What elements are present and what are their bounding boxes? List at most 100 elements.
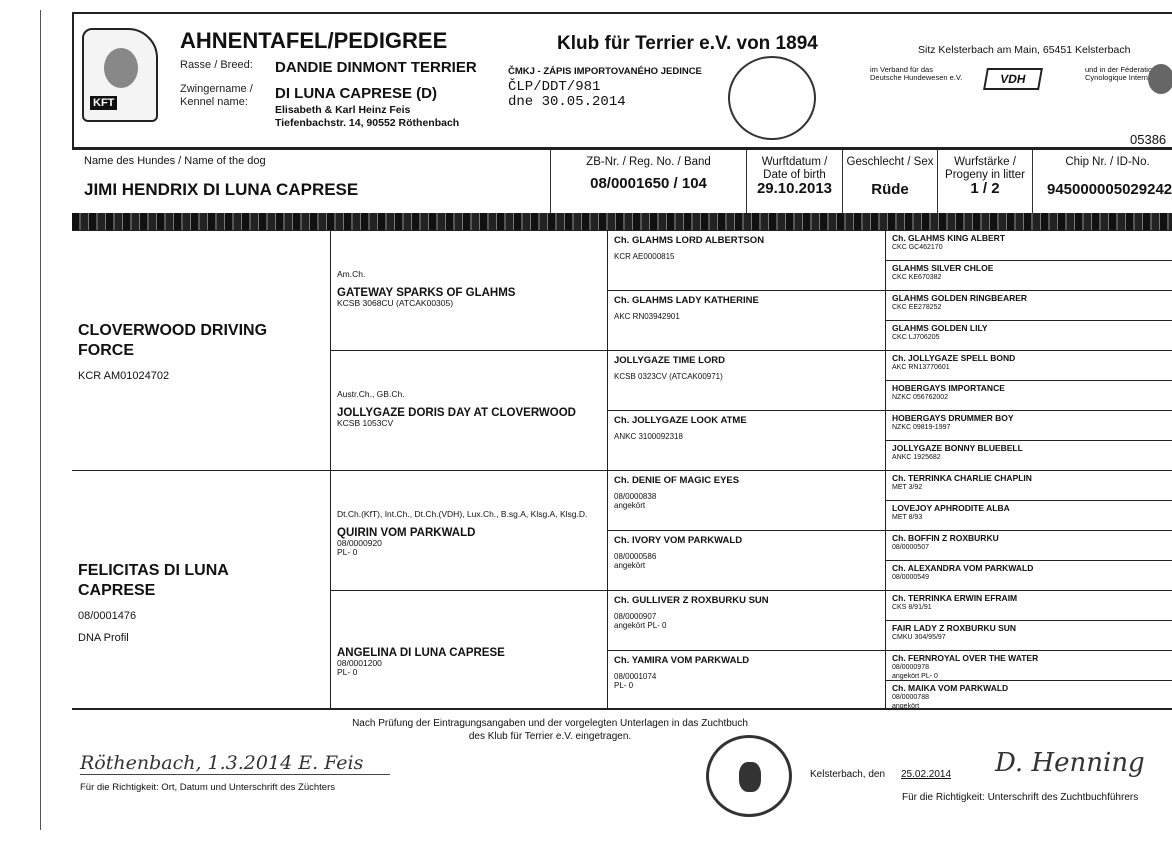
registrar-signature: D. Henning bbox=[995, 748, 1145, 778]
champion-titles: Austr.Ch., GB.Ch. bbox=[337, 389, 405, 399]
import-line: ČMKJ - ZÁPIS IMPORTOVANÉHO JEDINCE bbox=[508, 66, 702, 77]
registration-line: KCR AM01024702 bbox=[78, 370, 170, 382]
registration-line: KCSB 1053CV bbox=[337, 418, 394, 428]
registration-line: CKC LJ706205 bbox=[892, 334, 940, 341]
registration-line: KCR AE0000815 bbox=[614, 252, 675, 261]
kennel-value: DI LUNA CAPRESE (D) bbox=[275, 85, 437, 102]
parent-cell: FELICITAS DI LUNA CAPRESE 08/0001476 DNA P… bbox=[72, 470, 330, 710]
great-great-grandparent-cell: HOBERGAYS IMPORTANCE NZKC 056762002 bbox=[885, 380, 1172, 410]
great-grandparent-cell: Ch. YAMIRA VOM PARKWALD 08/0001074 PL- 0 bbox=[607, 650, 885, 710]
dog-name: GLAHMS GOLDEN LILY bbox=[892, 323, 988, 333]
note-line-2: des Klub für Terrier e.V. eingetragen. bbox=[468, 731, 632, 742]
great-grandparent-cell: Ch. IVORY VOM PARKWALD 08/0000586 angekört bbox=[607, 530, 885, 590]
dog-name: GLAHMS SILVER CHLOE bbox=[892, 263, 994, 273]
registration-line: angekört PL- 0 bbox=[892, 673, 938, 680]
litter-cell: Wurfstärke / Progeny in litter 1 / 2 bbox=[937, 150, 1032, 216]
registration-line: AKC RN13770601 bbox=[892, 364, 950, 371]
grandparent-cell: Austr.Ch., GB.Ch. JOLLYGAZE DORIS DAY AT … bbox=[330, 350, 607, 470]
dog-name: JIMI HENDRIX DI LUNA CAPRESE bbox=[84, 180, 359, 199]
great-great-grandparent-cell: Ch. GLAHMS KING ALBERT CKC GC462170 bbox=[885, 230, 1172, 260]
dog-name: Ch. BOFFIN Z ROXBURKU bbox=[892, 533, 999, 543]
pedigree-grid: CLOVERWOOD DRIVING FORCE KCR AM01024702 FE… bbox=[72, 230, 1172, 710]
litter-value: 1 / 2 bbox=[970, 180, 1000, 197]
registration-line: angekört bbox=[892, 703, 920, 710]
registration-line: PL- 0 bbox=[337, 667, 358, 677]
place-label: Kelsterbach, den bbox=[810, 769, 886, 780]
great-great-grandparent-cell: HOBERGAYS DRUMMER BOY NZKC 09819-1997 bbox=[885, 410, 1172, 440]
registration-line: angekört bbox=[614, 501, 646, 510]
great-great-grandparent-cell: Ch. ALEXANDRA VOM PARKWALD 08/0000549 bbox=[885, 560, 1172, 590]
scan-edge-line bbox=[40, 10, 41, 830]
registration-line: CKS 8/91/91 bbox=[892, 604, 932, 611]
registration-line: KCSB 3068CU (ATCAK00305) bbox=[337, 298, 454, 308]
registration-line: CKC EE278252 bbox=[892, 304, 942, 311]
fci-logo-icon bbox=[1148, 64, 1172, 94]
breed-value: DANDIE DINMONT TERRIER bbox=[275, 59, 477, 76]
great-great-grandparent-cell: JOLLYGAZE BONNY BLUEBELL ANKC 1925682 bbox=[885, 440, 1172, 470]
vdh-text: im Verband für das Deutsche Hundewesen e.… bbox=[870, 66, 962, 82]
kennel-label-1: Zwingername / bbox=[180, 83, 253, 95]
dob-cell: Wurftdatum / Date of birth 29.10.2013 bbox=[746, 150, 842, 216]
great-great-grandparent-cell: GLAHMS GOLDEN RINGBEARER CKC EE278252 bbox=[885, 290, 1172, 320]
registration-line: KCSB 0323CV (ATCAK00971) bbox=[614, 372, 723, 381]
registration-line: ANKC 3100092318 bbox=[614, 432, 683, 441]
sex-value: Rüde bbox=[871, 181, 909, 198]
registration-line: CMKU 304/95/97 bbox=[892, 634, 946, 641]
great-great-grandparent-cell: GLAHMS GOLDEN LILY CKC LJ706205 bbox=[885, 320, 1172, 350]
dog-name: ANGELINA DI LUNA CAPRESE bbox=[337, 647, 505, 659]
registration-note: Nach Prüfung der Eintragungsangaben und … bbox=[0, 717, 1100, 743]
grandparent-cell: Am.Ch. GATEWAY SPARKS OF GLAHMS KCSB 3068C… bbox=[330, 230, 607, 350]
club-seat: Sitz Kelsterbach am Main, 65451 Kelsterb… bbox=[918, 44, 1131, 56]
club-name: Klub für Terrier e.V. von 1894 bbox=[557, 33, 818, 54]
note-line-1: Nach Prüfung der Eintragungsangaben und … bbox=[352, 718, 748, 729]
place-date: 25.02.2014 bbox=[901, 769, 952, 780]
dog-name: Ch. GLAHMS LORD ALBERTSON bbox=[614, 235, 765, 246]
reg-label: ZB-Nr. / Reg. No. / Band bbox=[586, 156, 711, 168]
dog-name: Ch. JOLLYGAZE SPELL BOND bbox=[892, 353, 1016, 363]
breeder-address: Tiefenbachstr. 14, 90552 Röthenbach bbox=[275, 117, 460, 129]
terrier-head-icon bbox=[104, 48, 138, 88]
registration-line: angekört PL- 0 bbox=[614, 621, 667, 630]
dog-name: Ch. FERNROYAL OVER THE WATER bbox=[892, 653, 1039, 663]
logo-text: KFT bbox=[90, 96, 118, 110]
parent-cell: CLOVERWOOD DRIVING FORCE KCR AM01024702 bbox=[72, 230, 330, 470]
dog-name: JOLLYGAZE BONNY BLUEBELL bbox=[892, 443, 1023, 453]
kft-logo: KFT bbox=[82, 28, 158, 122]
dog-name: Ch. MAIKA VOM PARKWALD bbox=[892, 683, 1009, 693]
vdh-text-2: Deutsche Hundewesen e.V. bbox=[870, 73, 963, 82]
registration-line: ANKC 1925682 bbox=[892, 454, 941, 461]
dog-info-row: Name des Hundes / Name of the dog JIMI H… bbox=[72, 148, 1172, 216]
champion-titles: Am.Ch. bbox=[337, 269, 366, 279]
great-great-grandparent-cell: GLAHMS SILVER CHLOE CKC KE670382 bbox=[885, 260, 1172, 290]
grandparent-cell: ANGELINA DI LUNA CAPRESE 08/0001200 PL- 0 bbox=[330, 590, 607, 710]
registration-line: 08/0000788 bbox=[892, 694, 929, 701]
registration-line: 08/0000978 bbox=[892, 664, 929, 671]
great-great-grandparent-cell: FAIR LADY Z ROXBURKU SUN CMKU 304/95/97 bbox=[885, 620, 1172, 650]
kennel-label-2: Kennel name: bbox=[180, 96, 248, 108]
separator-band bbox=[72, 213, 1172, 230]
registration-line: NZKC 09819-1997 bbox=[892, 424, 951, 431]
dob-label-1: Wurftdatum / bbox=[761, 156, 828, 168]
dog-name: CLOVERWOOD DRIVING FORCE bbox=[78, 322, 268, 359]
dob-value: 29.10.2013 bbox=[756, 180, 833, 197]
chip-label: Chip Nr. / ID-No. bbox=[1065, 156, 1150, 168]
dog-name-label: Name des Hundes / Name of the dog bbox=[84, 155, 266, 167]
registration-line: AKC RN03942901 bbox=[614, 312, 680, 321]
registration-line: 08/0000507 bbox=[892, 544, 929, 551]
dog-name: Ch. IVORY VOM PARKWALD bbox=[614, 535, 743, 546]
champion-titles bbox=[337, 629, 607, 647]
sex-cell: Geschlecht / Sex Rüde bbox=[842, 150, 937, 216]
registration-line: 08/0001074 bbox=[614, 672, 657, 681]
registration-line: 08/0000586 bbox=[614, 552, 657, 561]
breeder-signature: Röthenbach, 1.3.2014 E. Feis bbox=[80, 752, 390, 775]
great-great-grandparent-cell: Ch. MAIKA VOM PARKWALD 08/0000788 angekört bbox=[885, 680, 1172, 710]
vdh-logo: VDH bbox=[983, 68, 1043, 90]
great-great-grandparent-cell: Ch. TERRINKA CHARLIE CHAPLIN MET 3/92 bbox=[885, 470, 1172, 500]
dog-name: LOVEJOY APHRODITE ALBA bbox=[892, 503, 1010, 513]
reg-value: 08/0001650 / 104 bbox=[590, 175, 707, 192]
cmkj-stamp bbox=[728, 56, 816, 140]
dog-name: Ch. GULLIVER Z ROXBURKU SUN bbox=[614, 595, 769, 606]
great-grandparent-cell: Ch. DENIE OF MAGIC EYES 08/0000838 angekör… bbox=[607, 470, 885, 530]
chip-value: 945000005029242 bbox=[1047, 181, 1172, 198]
great-grandparent-cell: Ch. GLAHMS LADY KATHERINE AKC RN03942901 bbox=[607, 290, 885, 350]
